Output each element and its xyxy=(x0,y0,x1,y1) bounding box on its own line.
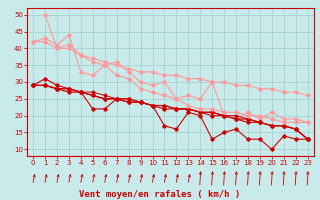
Text: Vent moyen/en rafales ( km/h ): Vent moyen/en rafales ( km/h ) xyxy=(79,190,241,199)
